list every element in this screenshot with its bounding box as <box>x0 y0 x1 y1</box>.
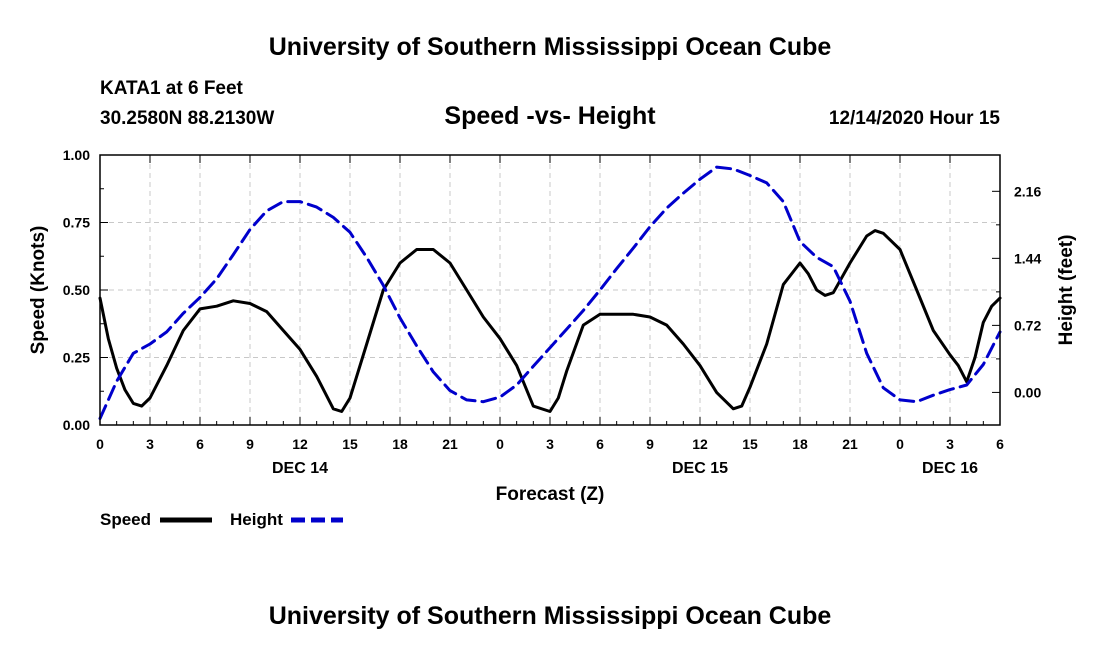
y2-tick-label: 0.72 <box>1014 317 1041 333</box>
x-tick-label: 12 <box>692 436 708 452</box>
y-tick-label: 1.00 <box>63 147 90 163</box>
x-tick-label: 9 <box>646 436 654 452</box>
x-tick-label: 6 <box>996 436 1004 452</box>
axes: 0 3 6 9 12 15 18 21 0 3 6 9 12 15 18 21 0 3 6 DEC 14 DEC 15 D… <box>63 147 1042 477</box>
y-tick-label: 0.75 <box>63 215 90 231</box>
y2-tick-label: 2.16 <box>1014 183 1041 199</box>
y2-axis-title: Height (feet) <box>1056 235 1077 346</box>
legend-height-label: Height <box>230 510 283 529</box>
x-tick-label: 21 <box>842 436 858 452</box>
day-label: DEC 16 <box>922 460 978 477</box>
page-title: University of Southern Mississippi Ocean… <box>269 33 832 61</box>
series-line-speed <box>98 229 1002 413</box>
footer-title: University of Southern Mississippi Ocean… <box>269 602 832 630</box>
x-tick-label: 15 <box>342 436 358 452</box>
x-tick-label: 0 <box>496 436 504 452</box>
x-tick-label: 21 <box>442 436 458 452</box>
x-tick-label: 6 <box>196 436 204 452</box>
x-tick-label: 15 <box>742 436 758 452</box>
station-label: KATA1 at 6 Feet <box>100 78 244 99</box>
x-tick-label: 12 <box>292 436 308 452</box>
timestamp-label: 12/14/2020 Hour 15 <box>829 108 1001 129</box>
x-tick-label: 3 <box>946 436 954 452</box>
x-tick-label: 18 <box>392 436 408 452</box>
chart-title: Speed -vs- Height <box>444 102 656 130</box>
x-tick-label: 3 <box>146 436 154 452</box>
day-label: DEC 15 <box>672 460 728 477</box>
y-axis-title: Speed (Knots) <box>28 226 49 355</box>
location-label: 30.2580N 88.2130W <box>100 108 274 129</box>
series-layer <box>98 165 1002 420</box>
y2-tick-label: 1.44 <box>1014 250 1041 266</box>
x-axis-title: Forecast (Z) <box>496 484 605 505</box>
legend-speed-label: Speed <box>100 510 151 529</box>
x-tick-label: 3 <box>546 436 554 452</box>
series-line-height <box>98 165 1002 420</box>
grid <box>100 155 1000 425</box>
day-label: DEC 14 <box>272 460 328 477</box>
y-tick-label: 0.25 <box>63 350 90 366</box>
x-tick-label: 18 <box>792 436 808 452</box>
x-tick-label: 0 <box>96 436 104 452</box>
y2-tick-label: 0.00 <box>1014 384 1041 400</box>
y-tick-label: 0.00 <box>63 417 90 433</box>
x-tick-label: 9 <box>246 436 254 452</box>
x-tick-label: 6 <box>596 436 604 452</box>
x-tick-label: 0 <box>896 436 904 452</box>
legend: Speed Height <box>100 510 343 529</box>
y-tick-label: 0.50 <box>63 282 90 298</box>
